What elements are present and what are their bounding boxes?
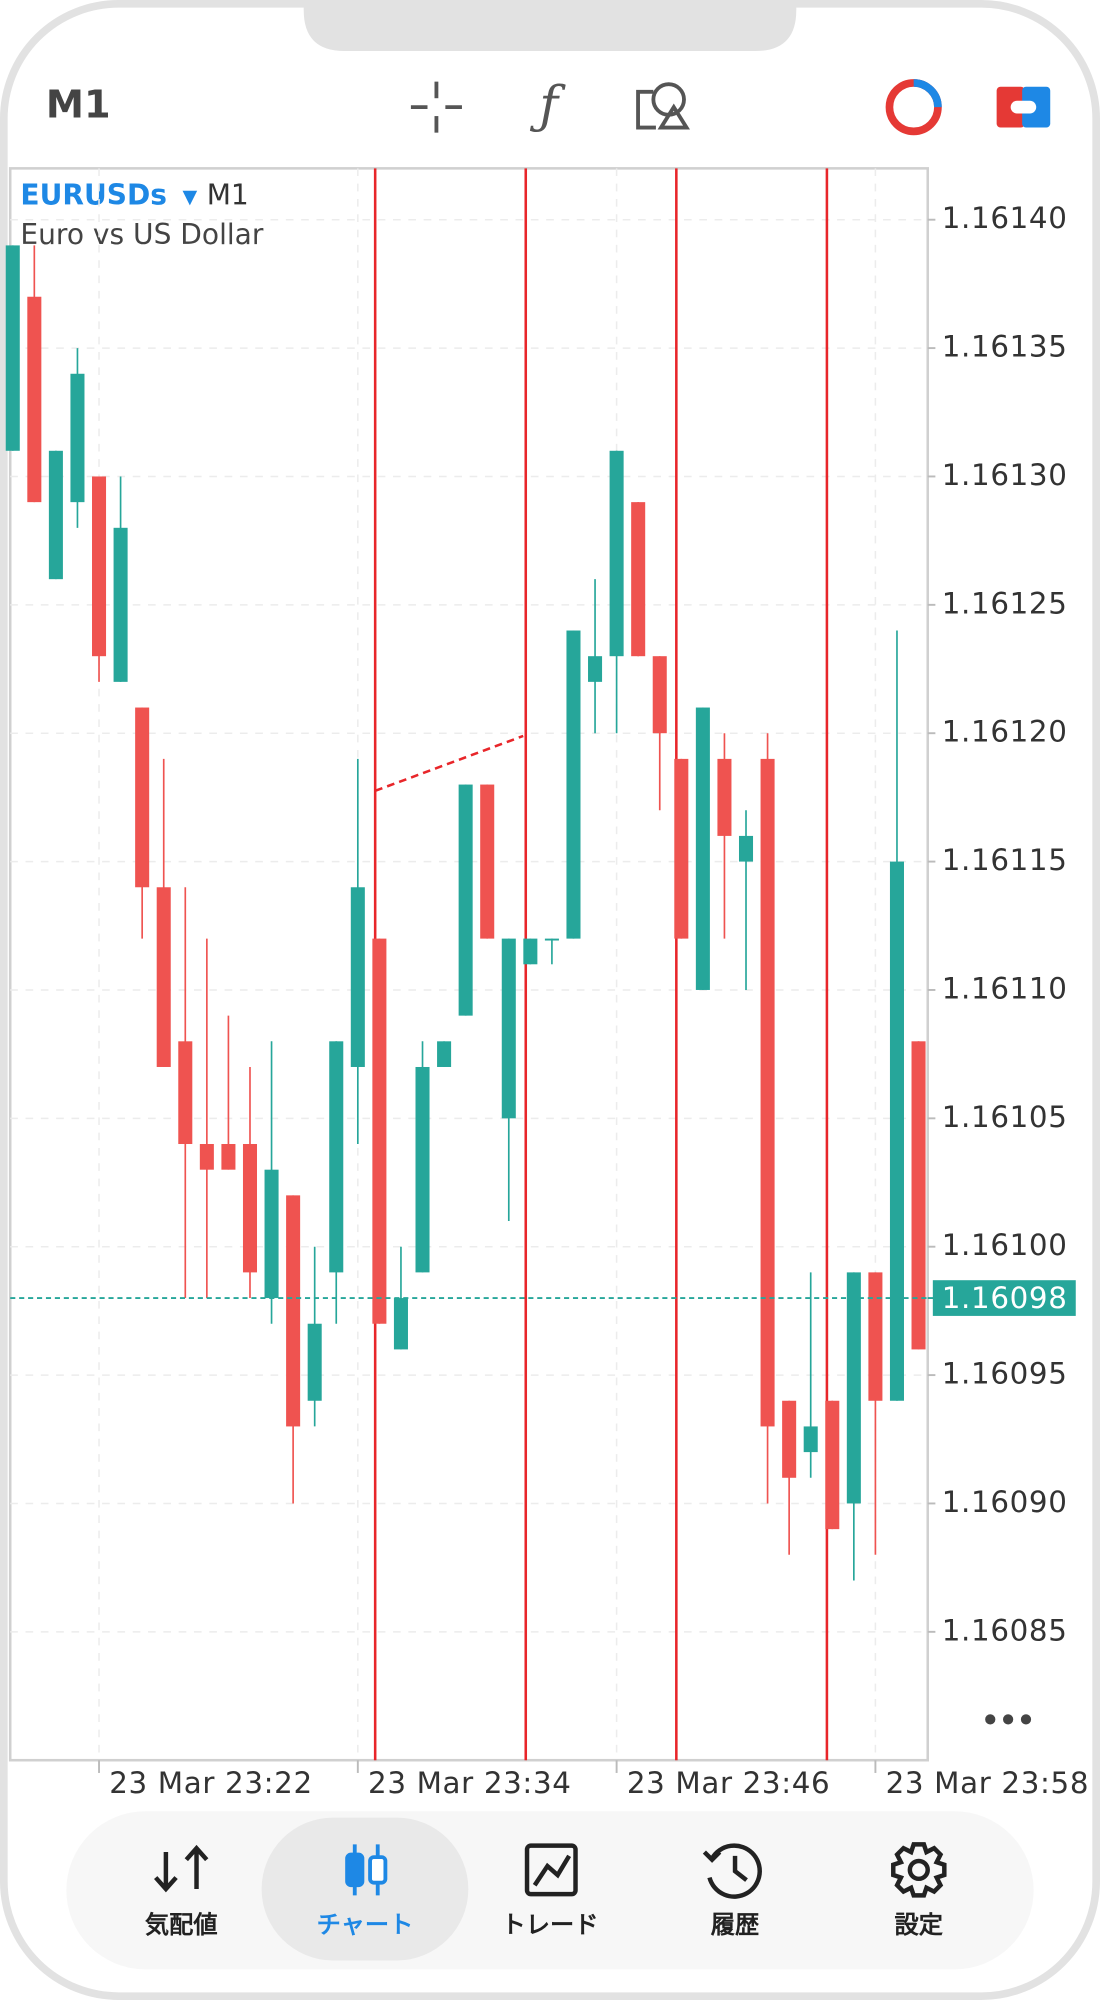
timeframe-button[interactable]: M1	[46, 83, 111, 128]
candle-body	[70, 373, 85, 503]
candle-body	[437, 1041, 452, 1067]
y-tick-label: 1.16130	[942, 458, 1068, 492]
y-tick-label: 1.16110	[942, 971, 1068, 1005]
candle-body	[911, 1041, 926, 1350]
x-tick-label: 23 Mar 23:34	[368, 1766, 572, 1800]
candle-body	[156, 887, 171, 1067]
tab-label[interactable]: 気配値	[145, 1910, 218, 1939]
symbol-timeframe: M1	[207, 178, 249, 211]
candle-body	[738, 835, 754, 862]
candle-body	[889, 861, 904, 1401]
candle-body	[674, 758, 689, 939]
candle-body	[307, 1323, 322, 1401]
candle-body	[846, 1272, 861, 1504]
candle-body	[588, 656, 603, 682]
y-tick-label: 1.16090	[942, 1485, 1068, 1519]
chart-tab-icon[interactable]	[345, 1844, 388, 1896]
candle-body	[242, 1144, 258, 1273]
symbol-description: Euro vs US Dollar	[20, 218, 263, 251]
trade-tab-icon[interactable]	[524, 1843, 578, 1897]
y-tick-label: 1.16125	[942, 586, 1068, 620]
candle-body	[92, 476, 107, 657]
candle-body	[329, 1041, 344, 1273]
candle-body	[113, 527, 128, 682]
quotes-icon[interactable]	[154, 1844, 209, 1893]
y-tick-label: 1.16115	[942, 843, 1068, 877]
candle-body	[544, 938, 559, 941]
candle-body	[523, 938, 538, 965]
candle-body	[760, 758, 775, 1427]
symbol-dropdown[interactable]: ▼	[182, 185, 197, 208]
y-tick-label: 1.16105	[942, 1100, 1068, 1134]
candle-body	[5, 245, 20, 451]
candle-body	[825, 1400, 840, 1530]
y-tick-label: 1.16120	[942, 715, 1068, 749]
candle-body	[221, 1144, 236, 1170]
candle-body	[782, 1400, 797, 1478]
candle-body	[803, 1426, 818, 1453]
candle-body	[372, 938, 387, 1324]
tab-label[interactable]: 履歴	[711, 1910, 759, 1939]
objects-icon[interactable]	[636, 82, 690, 130]
tab-label[interactable]: 設定	[895, 1910, 943, 1939]
tab-bar	[66, 1811, 1034, 1970]
candle-body	[652, 656, 667, 734]
candle-body	[609, 450, 624, 657]
symbol-name[interactable]: EURUSDs	[20, 178, 167, 211]
candle-body	[480, 784, 495, 939]
y-tick-label: 1.16085	[942, 1613, 1068, 1647]
tab-label[interactable]: チャート	[317, 1910, 414, 1939]
y-tick-label: 1.16140	[942, 201, 1068, 235]
x-tick-label: 23 Mar 23:58	[886, 1766, 1090, 1800]
trade-icon[interactable]	[885, 79, 942, 136]
history-tab-icon[interactable]	[702, 1843, 762, 1899]
current-price-tag	[932, 1280, 1076, 1316]
candle-body	[199, 1144, 214, 1170]
candle-body	[501, 938, 516, 1119]
candle-body	[695, 707, 710, 990]
y-tick-label: 1.16095	[942, 1357, 1068, 1391]
candle-body	[393, 1298, 408, 1350]
candle-body	[178, 1041, 193, 1145]
y-tick-label: 1.16135	[942, 330, 1068, 364]
y-tick-label: 1.16100	[942, 1228, 1068, 1262]
more-icon[interactable]	[985, 1714, 1032, 1725]
current-price-label: 1.16098	[942, 1281, 1068, 1315]
candle-body	[458, 784, 473, 1016]
candle-body	[566, 630, 581, 939]
tab-label[interactable]: トレード	[502, 1910, 599, 1939]
chart: EURUSDs ▼ M1 Euro vs US Dollar	[5, 167, 930, 1762]
candle-body	[717, 758, 732, 836]
x-tick-label: 23 Mar 23:46	[627, 1766, 831, 1800]
layout-icon[interactable]	[996, 86, 1051, 128]
settings-tab-icon[interactable]	[891, 1842, 947, 1898]
candle-body	[286, 1195, 301, 1427]
candle-body	[415, 1066, 430, 1273]
candle-body	[27, 296, 42, 503]
candle-body	[631, 502, 646, 657]
candle-body	[135, 707, 150, 888]
trend-line-object	[374, 734, 524, 793]
candle-body	[48, 450, 63, 580]
crosshair-icon[interactable]	[410, 81, 462, 133]
candle-body	[350, 887, 365, 1067]
candle-body	[868, 1272, 883, 1401]
x-tick-label: 23 Mar 23:22	[109, 1766, 313, 1800]
candle-body	[264, 1169, 279, 1299]
notch	[303, 0, 797, 52]
active-tab-background	[261, 1817, 469, 1961]
